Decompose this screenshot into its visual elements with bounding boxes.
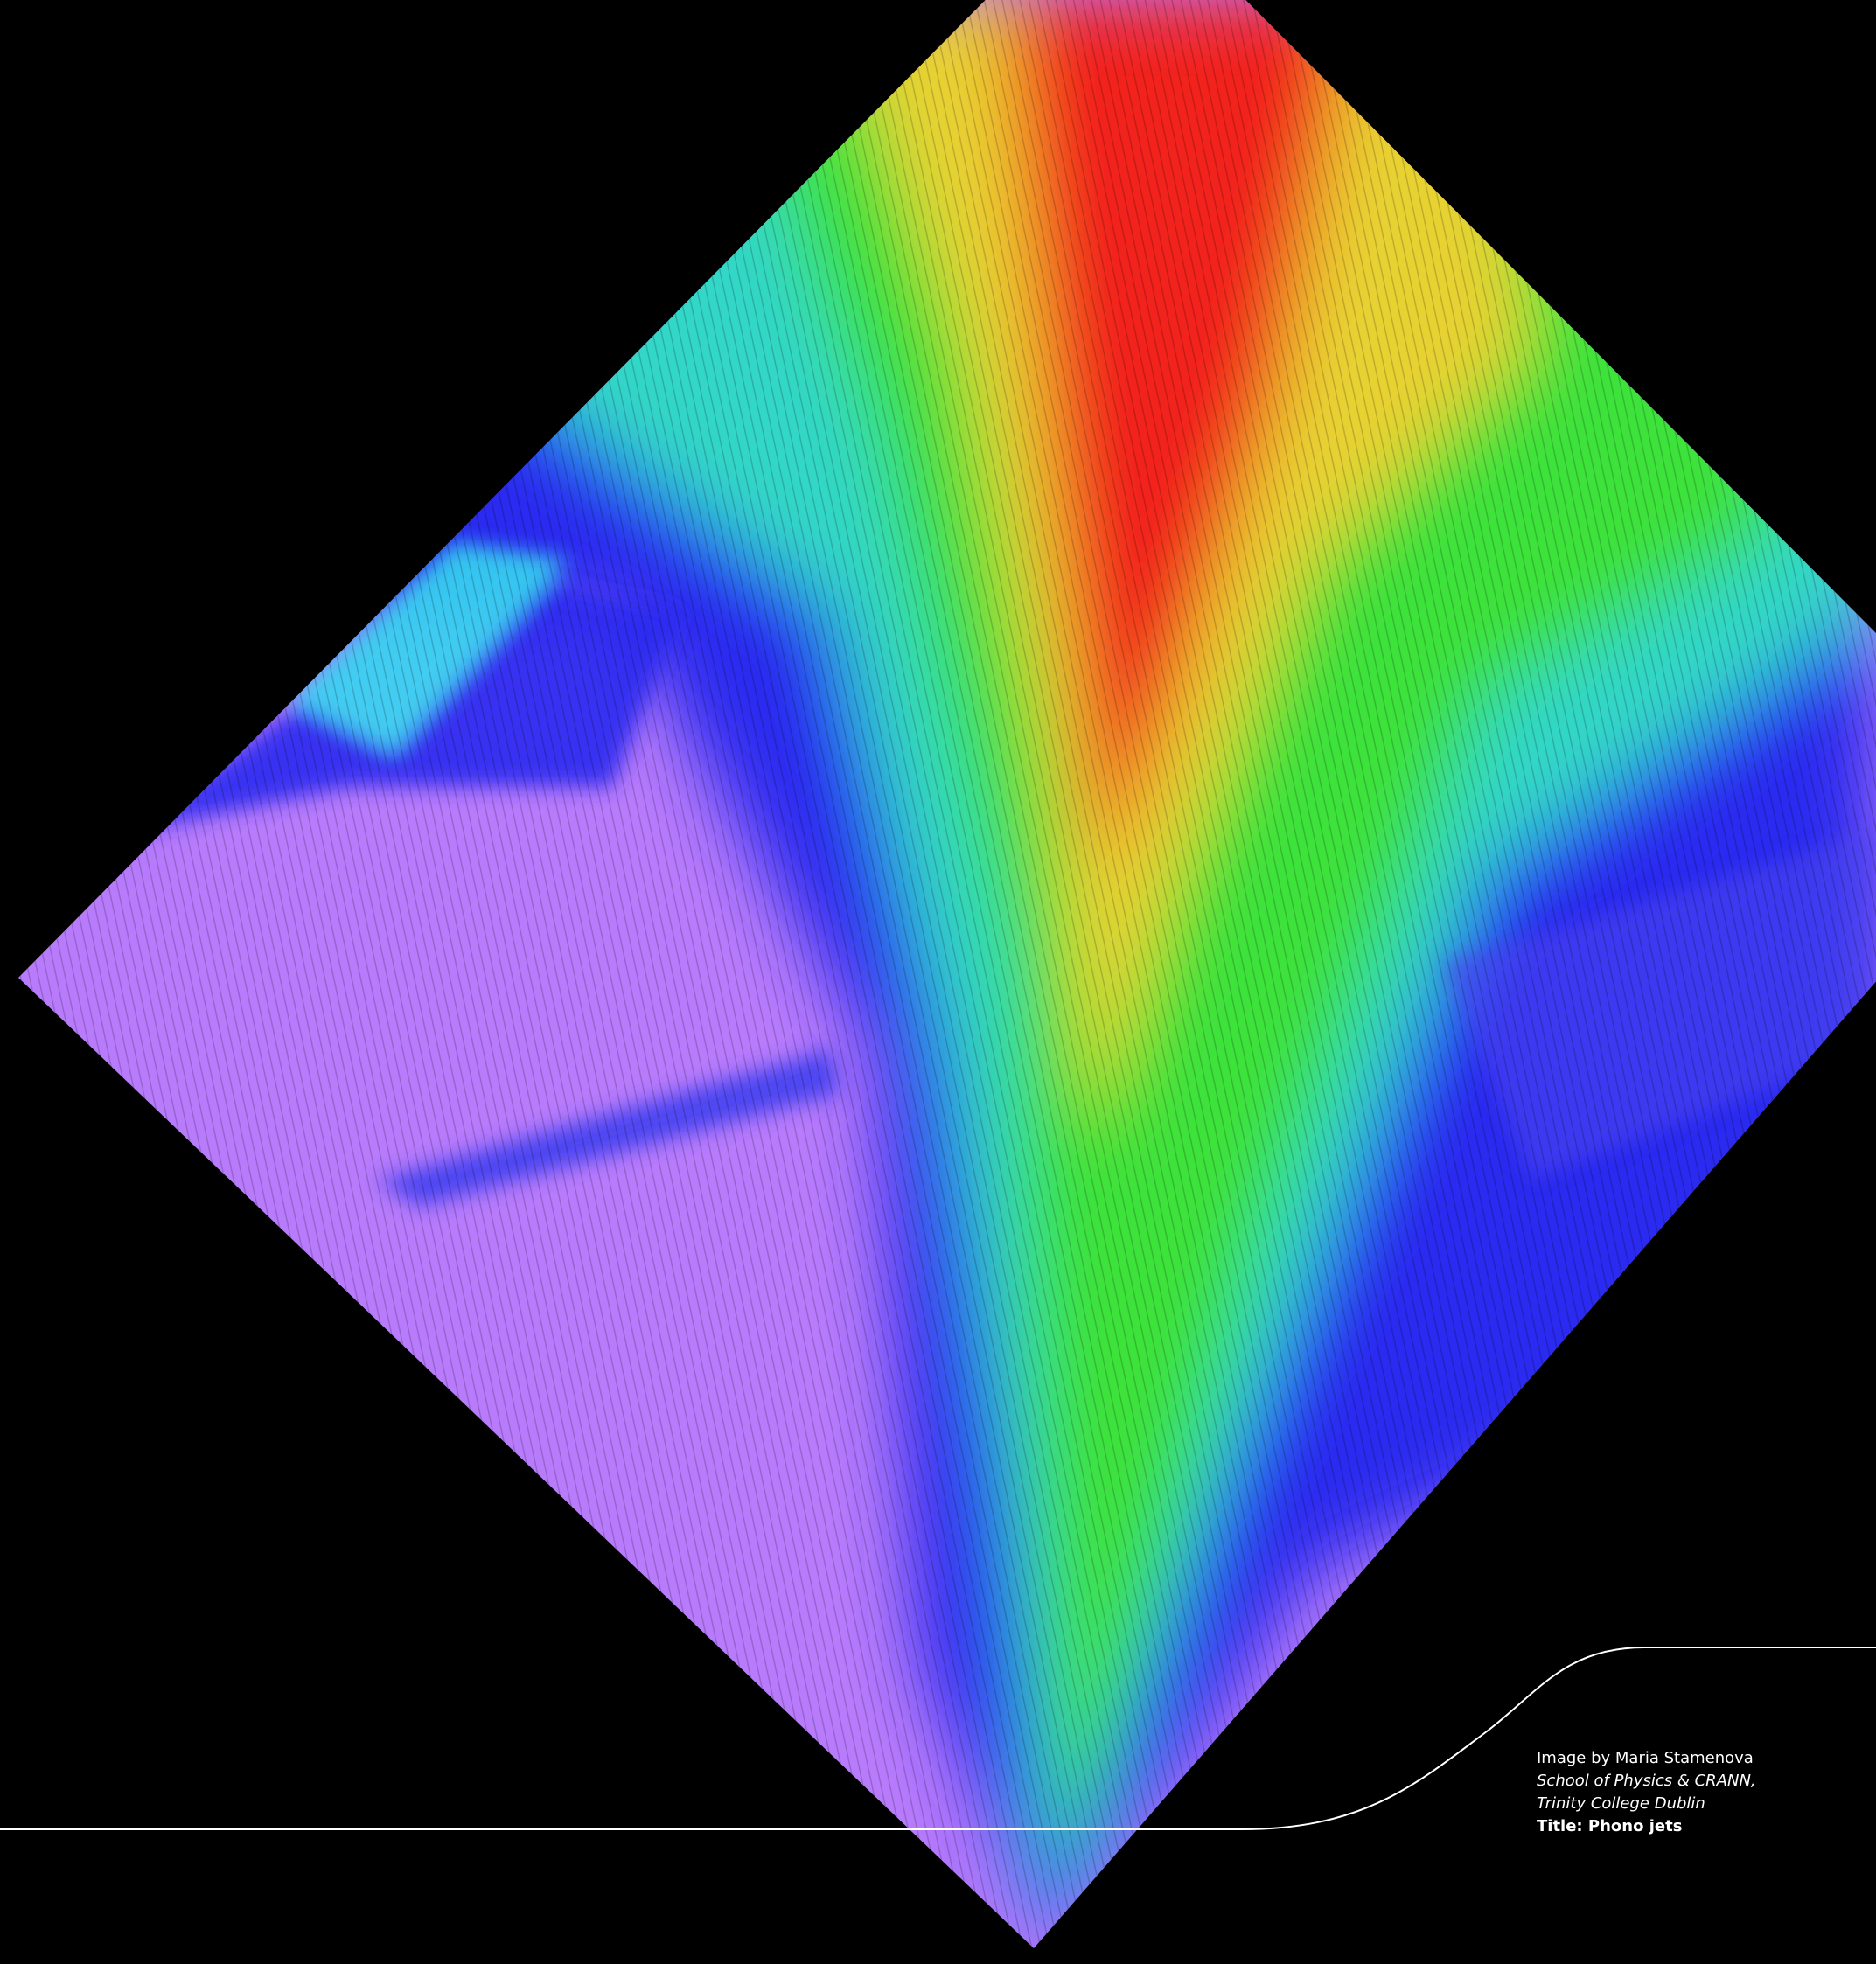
artwork-title: Title: Phono jets — [1537, 1817, 1683, 1835]
credit: Image by Maria Stamenova — [1537, 1749, 1754, 1767]
decorative-line — [0, 1647, 1876, 1830]
affiliation-line: Trinity College Dublin — [1537, 1794, 1705, 1813]
caption: Image by Maria Stamenova School of Physi… — [1537, 1747, 1756, 1838]
affiliation-line: School of Physics & CRANN, — [1537, 1772, 1756, 1790]
